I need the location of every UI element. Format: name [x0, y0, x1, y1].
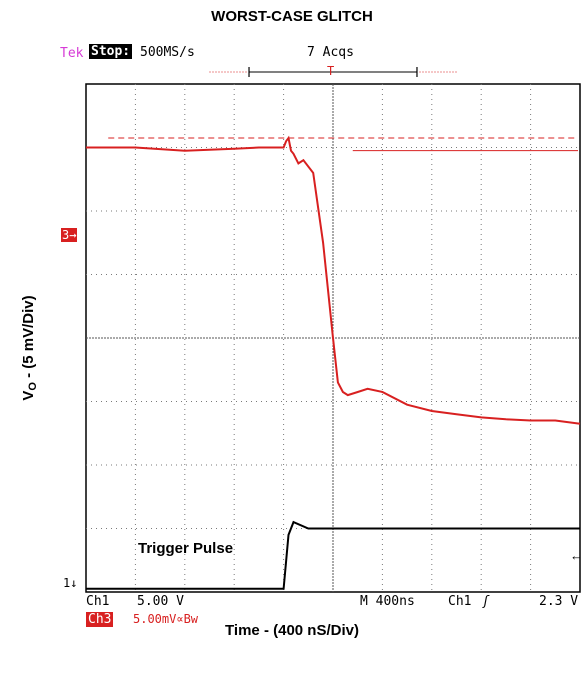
y-axis-label-sub: O: [27, 382, 39, 391]
y-axis-label-main: V: [20, 390, 37, 401]
ch1-readout-scale: 5.00 V: [137, 594, 184, 609]
y-axis-label: VO - (5 mV/Div): [20, 198, 40, 498]
y-axis-label-rest: - (5 mV/Div): [20, 295, 37, 383]
ch1-readout-label: Ch1: [86, 594, 110, 609]
acquisition-count: 7 Acqs: [307, 45, 354, 60]
trigger-position-marker: T: [327, 64, 335, 78]
scope-state: Stop:: [89, 44, 133, 59]
ch3-readout-label: Ch3: [86, 612, 114, 627]
trace-ch3: [86, 135, 581, 425]
trigger-level-arrow-icon: ←: [570, 548, 583, 563]
record-bracket: [209, 67, 457, 77]
x-axis-label: Time - (400 nS/Div): [225, 622, 359, 639]
trigger-pulse-annotation: Trigger Pulse: [138, 540, 234, 557]
trigger-source-readout: Ch1: [448, 594, 472, 609]
chart-title: WORST-CASE GLITCH: [211, 8, 373, 25]
reference-lines: [108, 137, 578, 152]
ch3-ground-marker: 3→: [61, 228, 78, 242]
sample-rate: 500MS/s: [140, 45, 195, 60]
traces: [86, 135, 581, 590]
trigger-level-readout: 2.3 V: [539, 594, 579, 609]
trace-ch1: [86, 520, 580, 590]
ch3-readout-scale: 5.00mV∝Bw: [133, 612, 199, 626]
ch1-ground-marker: 1↓: [63, 576, 78, 590]
time-base-readout: M 400ns: [360, 594, 415, 609]
scope-brand: Tek: [60, 46, 84, 61]
trigger-slope-icon: ʃ: [482, 594, 490, 609]
